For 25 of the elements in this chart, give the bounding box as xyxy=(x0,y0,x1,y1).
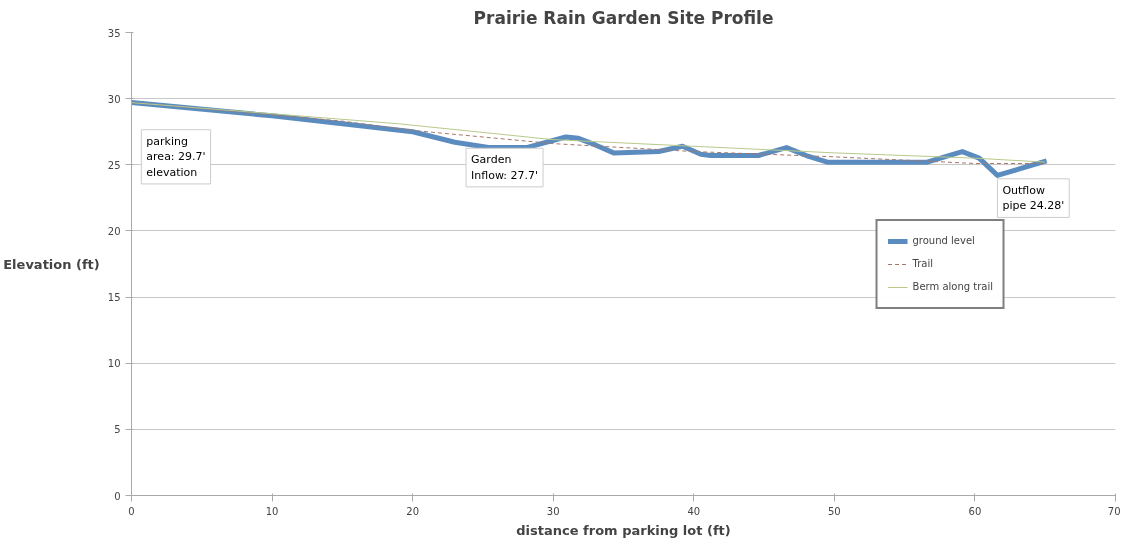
x-tick-label: 30 xyxy=(546,505,560,517)
x-tick-label: 10 xyxy=(265,505,279,517)
x-tick-label: 20 xyxy=(406,505,420,517)
legend-label: Trail xyxy=(912,258,933,269)
y-tick-label: 10 xyxy=(107,358,121,370)
x-axis-title: distance from parking lot (ft) xyxy=(516,522,731,538)
x-tick-label: 50 xyxy=(827,505,841,517)
y-tick-label: 0 xyxy=(114,490,121,502)
y-tick-label: 30 xyxy=(107,93,121,105)
y-tick-label: 5 xyxy=(114,424,121,436)
y-tick-label: 35 xyxy=(107,27,121,39)
annotation: parking area: 29.7' elevation xyxy=(146,134,206,179)
y-axis-title: Elevation (ft) xyxy=(3,256,100,272)
annotation: Garden Inflow: 27.7' xyxy=(471,153,539,182)
legend-label: Berm along trail xyxy=(912,281,993,292)
annotation: Outflow pipe 24.28' xyxy=(1002,183,1065,213)
x-tick-label: 0 xyxy=(128,505,135,517)
x-tick-label: 40 xyxy=(687,505,701,517)
legend-label: ground level xyxy=(912,235,975,246)
y-tick-label: 25 xyxy=(107,159,121,171)
chart-title: Prairie Rain Garden Site Profile xyxy=(473,7,774,28)
x-tick-label: 60 xyxy=(968,505,982,517)
y-tick-label: 20 xyxy=(107,225,121,237)
x-tick-label: 70 xyxy=(1107,505,1121,517)
y-tick-label: 15 xyxy=(107,292,121,304)
